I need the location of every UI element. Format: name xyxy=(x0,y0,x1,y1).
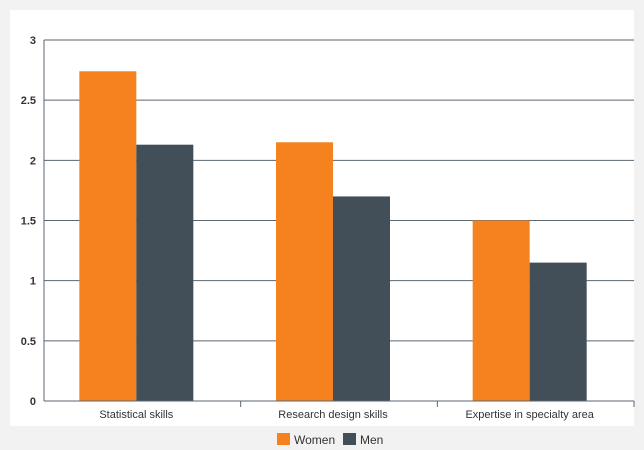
legend-swatch-women xyxy=(277,433,290,445)
legend-label-women: Women xyxy=(294,433,335,447)
bar-women xyxy=(472,220,530,401)
legend-label-men: Men xyxy=(360,433,383,447)
y-tick-label: 2 xyxy=(30,155,36,167)
x-tick-label: Statistical skills xyxy=(99,409,173,421)
x-tick-label: Research design skills xyxy=(278,409,388,421)
y-tick-label: 1 xyxy=(30,276,36,288)
bar-men xyxy=(333,196,390,401)
bar-men xyxy=(136,144,194,401)
y-tick-label: 0.5 xyxy=(21,336,36,348)
legend-swatch-men xyxy=(343,433,356,445)
y-axis-ticks: 0 0.5 1 1.5 2 2.5 3 xyxy=(21,35,36,408)
axes xyxy=(43,40,635,407)
legend: Women Men xyxy=(277,433,383,447)
bar-women xyxy=(276,142,333,402)
x-axis-labels: Statistical skills Research design skills… xyxy=(99,409,594,421)
y-tick-label: 1.5 xyxy=(21,216,36,228)
y-tick-label: 3 xyxy=(30,35,36,47)
bars xyxy=(79,71,587,402)
y-tick-label: 0 xyxy=(30,396,36,408)
x-tick-label: Expertise in specialty area xyxy=(465,409,594,421)
bar-women xyxy=(79,71,137,401)
y-tick-label: 2.5 xyxy=(21,95,36,107)
bar-men xyxy=(529,262,587,401)
